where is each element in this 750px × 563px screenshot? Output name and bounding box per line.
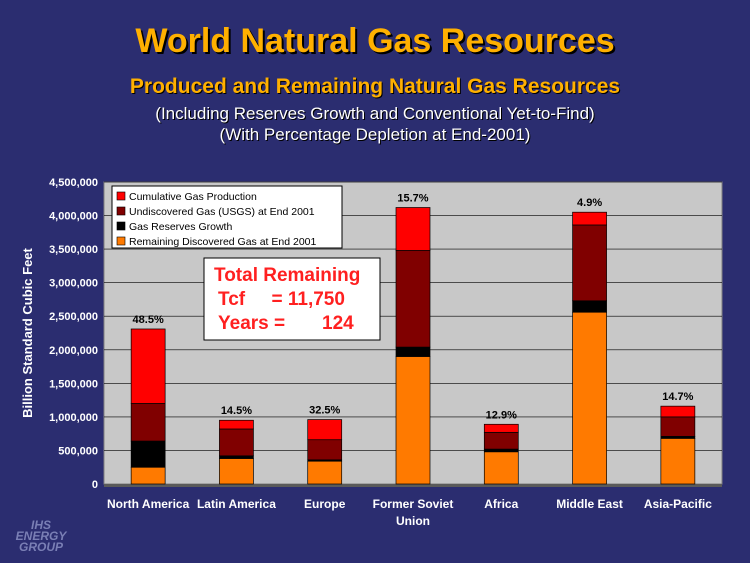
logo-text-2: ENERGY [15,529,67,543]
bar-segment-2 [219,428,254,457]
bar-segment-0 [307,460,343,485]
legend-swatch [116,206,126,216]
page-subtitle: Produced and Remaining Natural Gas Resou… [129,75,621,98]
legend-label: Remaining Discovered Gas at End 2001 [129,236,317,248]
bar-segment-0 [395,356,431,485]
logo-text-1: IHS [30,518,51,532]
logo-text-3: GROUP [18,540,63,554]
bar-segment-2 [660,416,696,437]
bar-segment-1 [572,300,607,313]
bar-segment-0 [572,311,607,485]
x-tick-label: Latin America [197,497,276,511]
legend-box [111,185,343,249]
plot-floor [104,484,722,487]
y-tick-label: 3,500,000 [49,244,98,256]
y-tick-label: 3,000,000 [49,278,98,290]
annotation-text: Total Remaining [214,265,360,286]
bar-segment-0 [130,466,166,485]
y-tick-label: 2,500,000 [49,311,98,323]
bar-segment-0 [219,458,254,485]
bar-segment-1 [219,455,254,459]
legend-swatch [116,236,126,246]
legend-label: Gas Reserves Growth [129,221,232,233]
bar-segment-3 [219,419,254,430]
depletion-label: 4.9% [577,197,602,209]
y-tick-label: 1,500,000 [49,378,98,390]
x-tick-label: North America [107,497,190,511]
legend-swatch [116,221,126,231]
bar-segment-0 [483,451,519,485]
depletion-label: 48.5% [133,314,164,326]
page-title: World Natural Gas Resources [135,22,615,60]
bar-segment-2 [130,403,166,442]
y-tick-label: 500,000 [58,445,98,457]
annotation-text: Years = 124 [218,313,354,334]
x-tick-label: Former Soviet [373,497,454,511]
annotation-text: Tcf = 11,750 [218,289,345,310]
bar-segment-1 [395,346,431,357]
bar-segment-3 [395,207,431,251]
legend-swatch [116,191,126,201]
bar-segment-1 [483,448,519,453]
x-tick-label: Middle East [556,497,623,511]
subtitle-note-1: (Including Reserves Growth and Conventio… [155,104,595,123]
depletion-label: 12.9% [486,409,517,421]
subtitle-note-2: (With Percentage Depletion at End-2001) [219,125,531,144]
bar-segment-2 [395,250,431,348]
x-tick-label: Union [396,514,430,528]
bar-segment-3 [483,423,519,433]
bar-segment-3 [307,419,343,441]
y-tick-label: 0 [92,479,98,491]
ihs-energy-group-logo: IHS ENERGY GROUP [6,518,76,554]
bar-segment-3 [572,211,607,226]
bar-segment-1 [130,440,166,468]
depletion-label: 14.5% [221,405,252,417]
legend-label: Cumulative Gas Production [129,191,257,203]
bar-segment-2 [483,431,519,450]
depletion-label: 15.7% [397,193,428,205]
y-tick-label: 2,000,000 [49,345,98,357]
bar-segment-2 [307,439,343,461]
annotation-box [203,257,381,341]
bar-segment-0 [660,438,696,485]
depletion-label: 14.7% [662,391,693,403]
bar-segment-2 [572,224,607,302]
x-tick-label: Europe [304,497,346,511]
y-tick-label: 1,000,000 [49,412,98,424]
legend-label: Undiscovered Gas (USGS) at End 2001 [129,206,315,218]
x-tick-label: Africa [484,497,518,511]
y-tick-label: 4,500,000 [49,177,98,189]
bar-segment-3 [660,405,696,418]
bar-segment-3 [130,328,166,404]
x-tick-label: Asia-Pacific [644,497,712,511]
y-axis-title: Billion Standard Cubic Feet [20,247,35,417]
y-tick-label: 4,000,000 [49,211,98,223]
depletion-label: 32.5% [309,405,340,417]
